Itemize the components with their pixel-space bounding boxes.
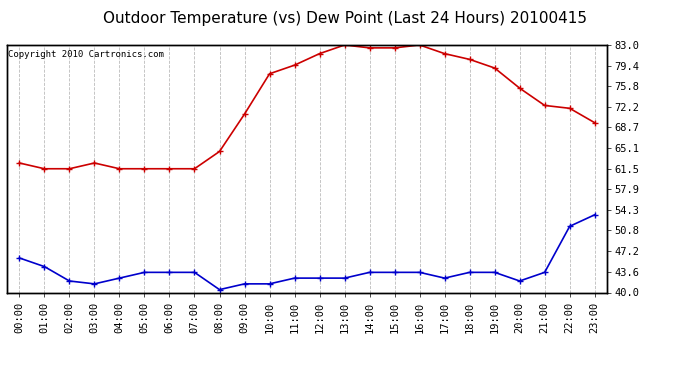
Text: Outdoor Temperature (vs) Dew Point (Last 24 Hours) 20100415: Outdoor Temperature (vs) Dew Point (Last… xyxy=(103,11,587,26)
Text: Copyright 2010 Cartronics.com: Copyright 2010 Cartronics.com xyxy=(8,50,164,59)
